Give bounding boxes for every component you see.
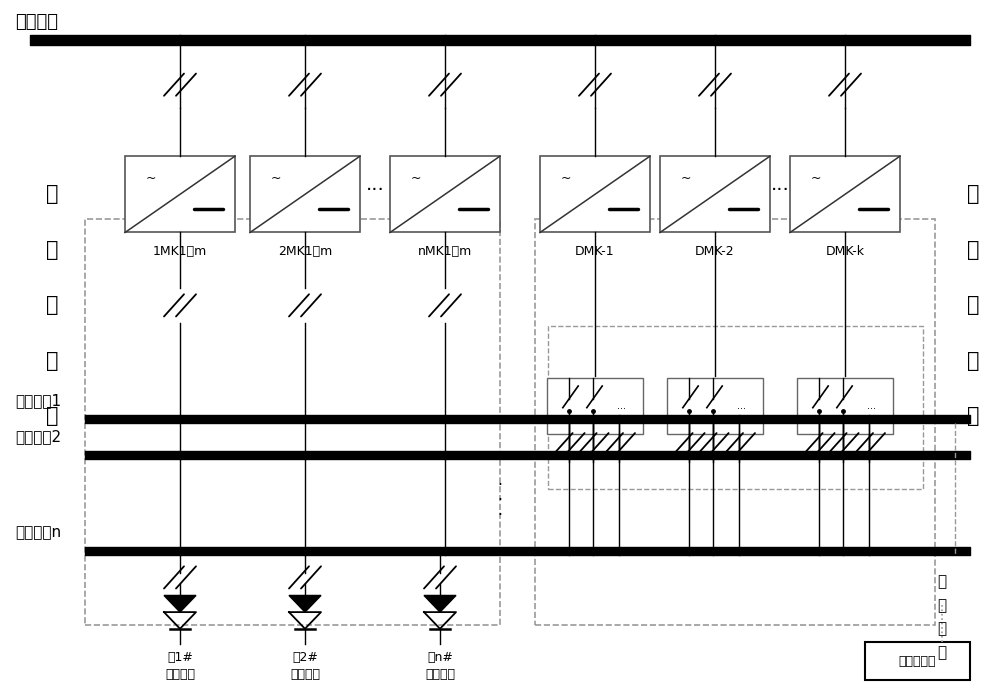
Text: ...: ... [737,401,746,411]
Bar [790,156,900,232]
Text: 率: 率 [967,351,979,371]
Bar [540,156,650,232]
Text: 充电终端: 充电终端 [290,668,320,681]
Text: DMK-2: DMK-2 [695,245,735,258]
Text: ···: ··· [366,181,384,200]
Bar [535,219,935,625]
Text: ~: ~ [561,172,572,185]
Text: 充电终端: 充电终端 [165,668,195,681]
Text: 区: 区 [46,407,58,426]
Text: 至1#: 至1# [167,651,193,664]
Text: ···: ··· [771,181,789,200]
Bar [125,156,235,232]
Text: 充电终端: 充电终端 [425,668,455,681]
Text: 定: 定 [46,240,58,260]
Text: DMK-k: DMK-k [826,245,864,258]
Text: 区: 区 [967,407,979,426]
Text: 换: 换 [937,598,947,613]
Bar [660,156,770,232]
Text: nMK1～m: nMK1～m [418,245,472,258]
Text: 直流母线2: 直流母线2 [15,429,61,444]
Text: 态: 态 [967,240,979,260]
Text: 直流母线1: 直流母线1 [15,393,61,408]
Text: 动: 动 [967,185,979,204]
Bar [548,326,923,489]
Text: 率: 率 [46,351,58,371]
Text: 固: 固 [46,185,58,204]
Bar [797,378,893,434]
Text: 制: 制 [937,645,947,660]
Text: 切: 切 [937,574,947,589]
Bar [667,378,763,434]
Text: ~: ~ [411,172,422,185]
Text: ...: ... [867,401,876,411]
Text: ~: ~ [811,172,822,185]
Text: 2MK1～m: 2MK1～m [278,245,332,258]
Text: 至n#: 至n# [427,651,453,664]
Text: 直流母线n: 直流母线n [15,525,61,540]
Text: 1MK1～m: 1MK1～m [153,245,207,258]
Text: 至2#: 至2# [292,651,318,664]
Bar [547,378,643,434]
Text: ~: ~ [146,172,157,185]
Text: ·
·
·: · · · [498,478,502,523]
Bar [85,219,500,625]
Text: 功: 功 [46,296,58,315]
Text: ~: ~ [681,172,692,185]
Text: 功: 功 [967,296,979,315]
Polygon shape [289,595,321,612]
Text: ~: ~ [271,172,282,185]
Bar [250,156,360,232]
Text: ...: ... [617,401,626,411]
Bar [390,156,500,232]
Text: 控: 控 [937,621,947,636]
Bar [865,642,970,680]
Text: 矩阵控制器: 矩阵控制器 [899,654,936,668]
Polygon shape [164,595,196,612]
Text: 交流母线: 交流母线 [15,13,58,31]
Text: DMK-1: DMK-1 [575,245,615,258]
Polygon shape [424,595,456,612]
